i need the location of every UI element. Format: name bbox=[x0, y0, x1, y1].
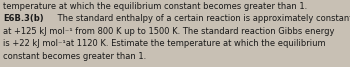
Text: temperature at which the equilibrium constant becomes greater than 1.: temperature at which the equilibrium con… bbox=[3, 2, 307, 11]
Text: The standard enthalpy of a certain reaction is approximately constant: The standard enthalpy of a certain react… bbox=[55, 14, 350, 23]
Text: E6B.3(b): E6B.3(b) bbox=[3, 14, 43, 23]
Text: constant becomes greater than 1.: constant becomes greater than 1. bbox=[3, 52, 146, 61]
Text: is +22 kJ mol⁻¹at 1120 K. Estimate the temperature at which the equilibrium: is +22 kJ mol⁻¹at 1120 K. Estimate the t… bbox=[3, 39, 326, 48]
Text: at +125 kJ mol⁻¹ from 800 K up to 1500 K. The standard reaction Gibbs energy: at +125 kJ mol⁻¹ from 800 K up to 1500 K… bbox=[3, 27, 334, 36]
